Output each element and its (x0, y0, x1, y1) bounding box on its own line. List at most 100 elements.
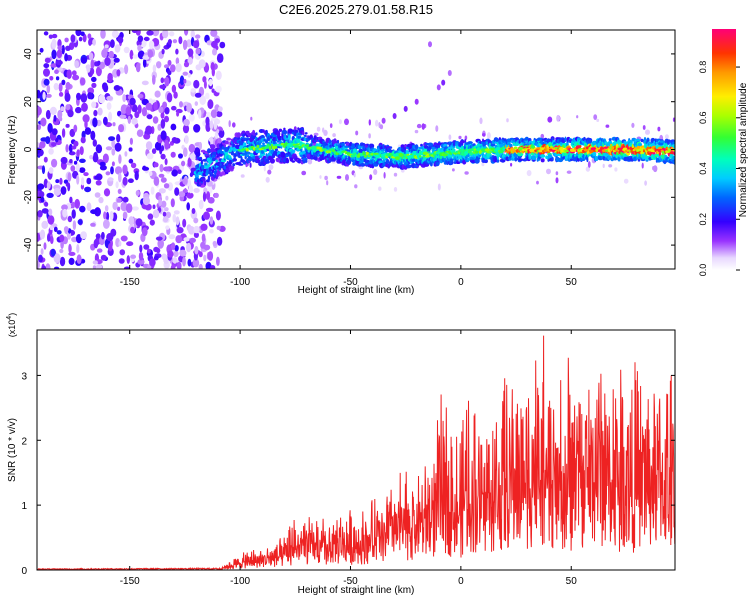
heatmap-cell (518, 158, 524, 161)
heatmap-y-tick-label: -20 (23, 190, 34, 205)
heatmap-cell (154, 90, 161, 98)
heatmap-cell (59, 177, 63, 185)
heatmap-cell (202, 191, 207, 202)
heatmap-cell (41, 208, 49, 214)
heatmap-cell (149, 219, 155, 226)
snr-x-ticks: -150 -100 -50 0 50 (120, 330, 577, 587)
heatmap-cell (182, 124, 190, 134)
heatmap-cell (37, 232, 41, 242)
heatmap-cell (79, 158, 86, 163)
heatmap-cell (96, 263, 103, 269)
heatmap-cell (503, 138, 507, 141)
heatmap-cell (145, 125, 153, 135)
heatmap-cell (263, 165, 266, 172)
heatmap-cell (70, 165, 76, 172)
heatmap-cell (301, 131, 305, 136)
heatmap-cell (95, 180, 102, 186)
heatmap-x-tick-label: 50 (566, 277, 578, 288)
heatmap-cell (65, 45, 71, 51)
heatmap-cell (179, 101, 183, 108)
heatmap-cell (40, 248, 44, 255)
heatmap-cell (657, 126, 661, 132)
heatmap-cell (336, 140, 340, 144)
heatmap-cell (151, 148, 157, 155)
heatmap-cell (152, 30, 160, 37)
heatmap-cell (193, 217, 199, 224)
heatmap-cell (302, 160, 306, 164)
heatmap-cell (617, 156, 621, 162)
heatmap-cell (58, 82, 63, 93)
heatmap-cell (664, 134, 669, 140)
heatmap-cell (672, 160, 675, 165)
heatmap-cell (216, 256, 220, 266)
heatmap-cell (268, 146, 272, 150)
heatmap-cell (79, 77, 86, 86)
heatmap-cell (93, 109, 98, 117)
heatmap-cell (236, 132, 242, 138)
heatmap-cell (546, 168, 551, 175)
heatmap-cell (194, 245, 199, 255)
heatmap-cell (183, 61, 190, 68)
heatmap-cell (198, 263, 203, 269)
heatmap-cell (114, 166, 123, 175)
heatmap-cell (79, 167, 86, 174)
heatmap-cell (555, 177, 559, 184)
heatmap-cell (272, 140, 277, 145)
snr-y-ticks: 0 1 2 3 (21, 371, 675, 577)
heatmap-cell (193, 79, 200, 89)
heatmap-cell (267, 169, 272, 175)
snr-frame (36, 329, 676, 571)
heatmap-cell (103, 116, 108, 126)
colorbar-ticks: 0.0 0.2 0.4 0.6 0.8 (698, 61, 740, 276)
heatmap-cell (160, 177, 167, 183)
heatmap-cell (164, 107, 170, 115)
heatmap-cell (215, 70, 222, 81)
heatmap-cell (152, 116, 159, 124)
heatmap-cell (45, 263, 51, 269)
snr-x-tick-label: -50 (343, 576, 358, 587)
heatmap-cell (173, 250, 179, 258)
heatmap-cell (389, 146, 393, 149)
heatmap-cell (190, 88, 196, 93)
heatmap-cell (216, 53, 224, 63)
heatmap-cell (172, 213, 177, 223)
heatmap-cell (116, 198, 122, 203)
heatmap-cell (64, 53, 68, 62)
heatmap-cell (123, 46, 130, 54)
heatmap-cell (607, 148, 611, 153)
heatmap-cell (67, 109, 74, 118)
heatmap-cell (338, 119, 342, 125)
heatmap-cell (482, 133, 486, 137)
heatmap-cell (200, 241, 206, 249)
heatmap-cell (65, 104, 71, 111)
heatmap-cell (104, 57, 111, 66)
snr-xlabel: Height of straight line (km) (298, 585, 415, 596)
heatmap-cell (51, 158, 58, 168)
heatmap-cell (134, 111, 140, 119)
heatmap-cell (148, 40, 155, 49)
heatmap-cell (48, 148, 54, 155)
heatmap-cell (89, 155, 94, 160)
heatmap-cell (198, 109, 202, 119)
heatmap-cell (171, 169, 178, 177)
heatmap-cell (207, 251, 214, 261)
heatmap-cell (97, 107, 103, 116)
heatmap-cell (667, 148, 671, 153)
heatmap-cell (447, 70, 452, 76)
heatmap-cell (672, 117, 675, 122)
heatmap-cell (198, 59, 206, 69)
heatmap-cell (117, 206, 121, 211)
heatmap-cell (53, 187, 61, 196)
heatmap-cell (646, 139, 650, 142)
heatmap-cell (490, 143, 496, 147)
heatmap-cell (594, 156, 598, 161)
heatmap-cell (94, 175, 99, 180)
heatmap-cell (547, 153, 552, 159)
heatmap-cell (176, 111, 180, 117)
heatmap-cell (281, 129, 288, 135)
heatmap-cell (37, 210, 43, 218)
heatmap-cell (82, 33, 87, 43)
figure-title: C2E6.2025.279.01.58.R15 (279, 2, 433, 17)
heatmap-cell (188, 113, 195, 122)
heatmap-cell (43, 242, 47, 250)
